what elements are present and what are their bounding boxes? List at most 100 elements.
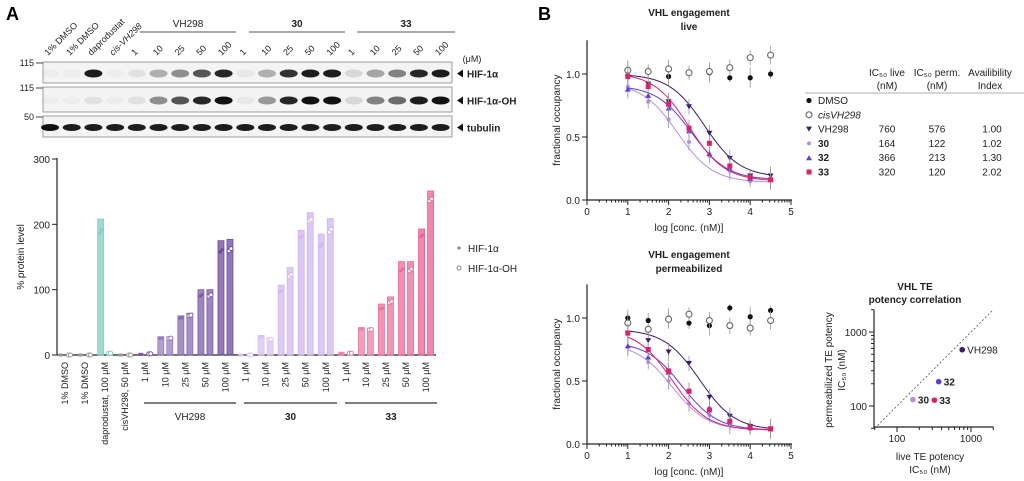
data-point <box>108 350 114 356</box>
data-point <box>727 75 733 81</box>
data-point <box>807 141 811 146</box>
lane-label: 50 <box>194 43 208 57</box>
data-point <box>645 338 652 344</box>
table-row-name: 30 <box>818 139 830 150</box>
band <box>279 69 298 78</box>
data-point <box>806 155 812 161</box>
legend-entry: HIF-1α-OH <box>468 264 517 275</box>
data-point <box>625 330 631 336</box>
data-point <box>706 407 712 413</box>
chart-title: permeabilized <box>656 264 723 275</box>
bar <box>387 296 394 356</box>
mw-marker: 115 <box>20 83 34 93</box>
bar <box>418 228 425 356</box>
vhl-live-chart: VHL engagement live 0.0 0.5 1.0 0 1 2 3 4 5 log [co… <box>552 8 794 234</box>
data-point <box>380 306 385 310</box>
table-header: IC₅₀ live <box>869 68 905 79</box>
data-point <box>624 343 631 349</box>
data-point <box>644 67 652 76</box>
bar <box>286 267 294 356</box>
lane-label: 10 <box>259 43 273 57</box>
lane-label: 100 <box>216 40 234 58</box>
bar <box>206 289 214 356</box>
band <box>431 96 450 105</box>
data-point <box>218 250 222 254</box>
data-point <box>348 350 354 356</box>
x-tick-label: 3 <box>707 451 713 462</box>
x-tick-label: 1 <box>625 451 631 462</box>
table-cell: 760 <box>879 125 896 136</box>
bar <box>186 312 194 356</box>
panel-label-a: A <box>6 4 19 24</box>
category-label: 50 μM <box>200 362 210 387</box>
band <box>258 96 276 105</box>
data-point <box>280 289 284 293</box>
data-point <box>645 347 651 352</box>
band <box>431 124 450 131</box>
data-point <box>706 140 712 146</box>
category-label: 1% DMSO <box>60 362 70 405</box>
x-tick-label: 4 <box>747 451 753 462</box>
data-point <box>685 310 693 318</box>
band <box>431 69 450 78</box>
blot-row-label: HIF-1α <box>467 70 499 81</box>
data-point <box>644 325 652 333</box>
data-point <box>768 426 774 432</box>
category-label: 50 μM <box>401 362 411 387</box>
data-point <box>747 174 753 180</box>
band <box>127 96 146 105</box>
bar <box>357 327 365 356</box>
category-label: 25 μM <box>381 362 391 387</box>
band <box>106 70 124 78</box>
band <box>388 124 407 131</box>
data-point <box>747 425 753 431</box>
data-point <box>398 269 403 273</box>
y-tick-label: 0.5 <box>566 133 580 144</box>
band <box>149 96 168 105</box>
table-cell: 1.30 <box>982 153 1002 164</box>
group-label: 30 <box>285 412 297 423</box>
data-point <box>260 335 264 339</box>
y-axis-label: IC₅₀ (nM) <box>837 349 848 391</box>
legend-marker-open <box>456 265 462 271</box>
band <box>106 124 125 131</box>
data-point <box>666 379 671 383</box>
band <box>192 69 211 78</box>
data-point <box>727 305 733 311</box>
point-label: 33 <box>939 396 951 407</box>
bar <box>277 284 285 356</box>
band <box>388 96 407 105</box>
lane-label: 25 <box>281 43 295 57</box>
y-tick-label: 100 <box>850 402 867 413</box>
data-point <box>645 354 652 360</box>
table-header: (nM) <box>927 81 948 92</box>
data-point <box>59 353 64 357</box>
y-axis-label: % protein level <box>16 224 27 290</box>
band <box>63 70 81 78</box>
identity-line <box>874 309 994 429</box>
data-point <box>360 327 364 331</box>
category-label: 25 μM <box>281 362 291 387</box>
lane-label: 10 <box>151 43 165 57</box>
table-cell: 1.02 <box>982 139 1002 150</box>
data-point <box>128 352 134 358</box>
data-point <box>686 320 692 326</box>
data-point <box>685 69 693 77</box>
data-point <box>88 352 94 358</box>
x-axis-label: log [conc. (nM)] <box>655 467 724 478</box>
y-tick-label: 1000 <box>845 328 868 339</box>
data-point <box>320 242 324 246</box>
category-label: 10 μM <box>160 362 170 387</box>
data-point <box>79 353 84 357</box>
x-tick-label: 3 <box>707 207 713 218</box>
data-point <box>140 352 144 356</box>
data-point <box>368 326 374 332</box>
data-point <box>409 266 415 272</box>
data-point <box>767 51 775 59</box>
category-label: 1 μM <box>341 362 351 382</box>
band <box>41 124 59 131</box>
y-tick-label: 0.0 <box>566 196 580 207</box>
y-tick-label: 0 <box>44 351 50 362</box>
band <box>236 124 255 131</box>
group-label: VH298 <box>175 412 206 423</box>
